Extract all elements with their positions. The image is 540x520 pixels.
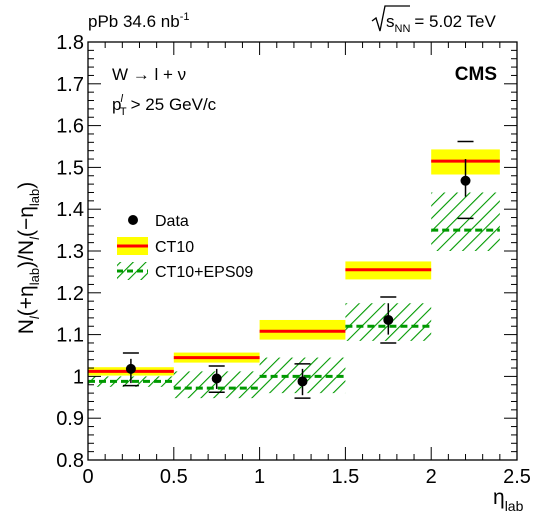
legend-entry-ct10: CT10 [117, 237, 194, 256]
legend-entry-data: Data [128, 213, 189, 230]
legend-eps09-label: CT10+EPS09 [155, 264, 253, 281]
sqrt-symbol [371, 5, 410, 32]
y-tick-label-8: 1.6 [56, 116, 84, 138]
data-point-2 [297, 376, 308, 387]
legend-data-label: Data [155, 213, 189, 230]
y-axis-title: Nl(+ηlab)/Nl(−ηlab) [15, 182, 42, 335]
data-point-1 [211, 373, 222, 384]
legend-entry-eps09: CT10+EPS09 [117, 262, 253, 281]
y-tick-label-9: 1.7 [56, 74, 84, 96]
data-point-0 [125, 363, 136, 374]
svg-text:sNN= 5.02 TeV: sNN = 5.02 TeV [386, 12, 496, 35]
data-point-4 [460, 175, 471, 186]
y-tick-label-7: 1.5 [56, 157, 84, 179]
x-tick-label-1: 0.5 [160, 466, 188, 488]
axis-ticks: 0.8 0.9 1 1.1 1.2 1.3 1.4 1.5 1.6 1.7 1.8 0 0.5 1 1.5 2… [56, 32, 531, 488]
x-tick-label-4: 2 [426, 466, 437, 488]
process-label: W → l + ν [112, 65, 186, 84]
legend-ct10-label: CT10 [155, 239, 194, 256]
y-tick-label-10: 1.8 [56, 32, 84, 54]
energy-label: sNN = 5.02 TeV [371, 5, 496, 35]
y-tick-label-0: 0.8 [56, 450, 84, 472]
x-tick-label-2: 1 [254, 466, 265, 488]
pt-cut-label: pl T > 25 GeV/c [112, 93, 217, 118]
y-tick-label-1: 0.9 [56, 408, 84, 430]
y-tick-label-6: 1.4 [56, 199, 84, 221]
data-point-3 [383, 314, 394, 325]
data-points [122, 140, 474, 399]
y-tick-label-2: 1 [73, 366, 84, 388]
luminosity-label: pPb 34.6 nb-1 [88, 11, 189, 31]
y-tick-label-4: 1.2 [56, 283, 84, 305]
y-tick-label-3: 1.1 [56, 325, 84, 347]
legend-data-marker [128, 215, 138, 225]
x-tick-label-3: 1.5 [331, 466, 359, 488]
x-axis-title: ηlab [493, 486, 524, 514]
cms-label: CMS [455, 64, 497, 85]
x-tick-label-5: 2.5 [503, 466, 531, 488]
y-tick-label-5: 1.3 [56, 241, 84, 263]
eps09-band-4 [431, 192, 500, 251]
prediction-bands [88, 149, 500, 399]
legend: Data CT10 CT10+EPS09 [117, 213, 253, 281]
x-tick-label-0: 0 [82, 466, 93, 488]
